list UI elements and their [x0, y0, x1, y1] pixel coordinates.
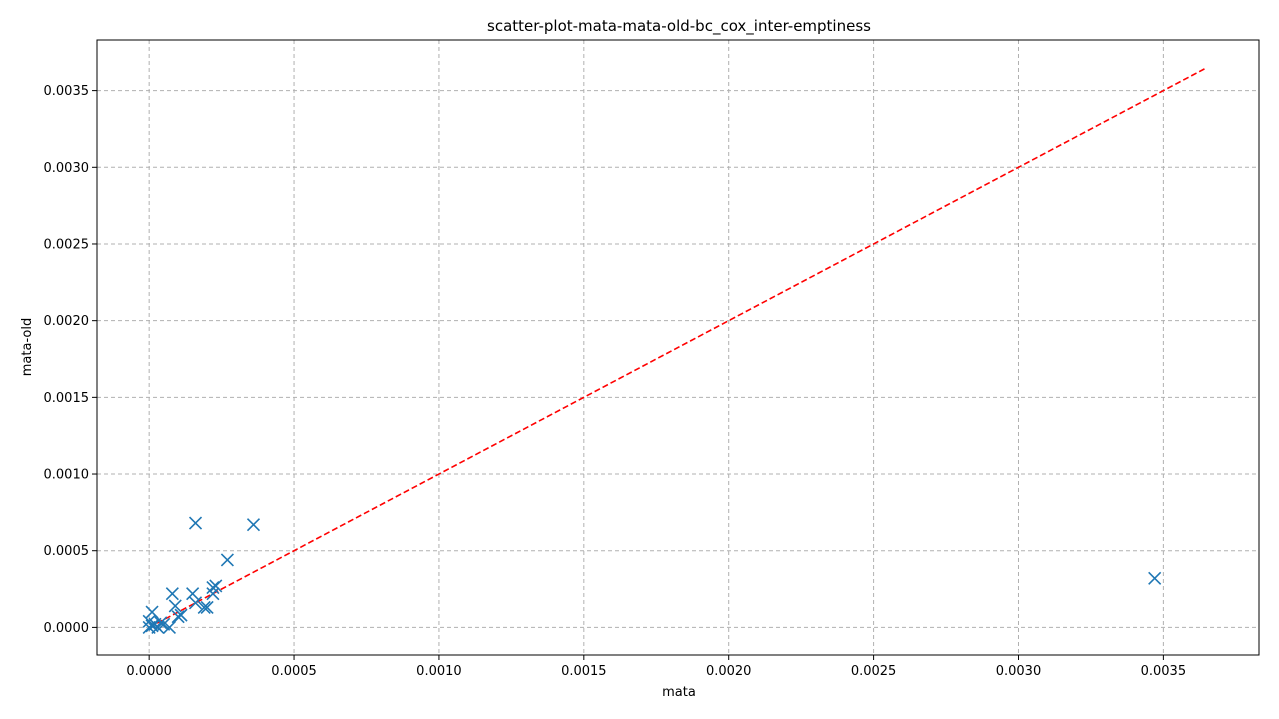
data-point-marker [154, 616, 168, 630]
y-axis-title: mata-old [20, 318, 35, 376]
data-point-marker [209, 579, 223, 593]
data-point-marker [246, 518, 261, 532]
data-point-marker [188, 516, 203, 530]
data-point-marker [168, 599, 182, 613]
data-point-marker [165, 587, 179, 601]
grid [97, 40, 1259, 655]
x-tick-label: 0.0025 [851, 664, 897, 679]
chart-title: scatter-plot-mata-mata-old-bc_cox_inter-… [487, 17, 871, 36]
x-tick-label: 0.0020 [706, 664, 752, 679]
y-tick-label: 0.0010 [44, 468, 90, 483]
x-tick-label: 0.0005 [271, 664, 317, 679]
x-tick-label: 0.0010 [416, 664, 462, 679]
x-tick-label: 0.0000 [126, 664, 172, 679]
x-axis-title: mata [662, 685, 696, 700]
x-tick-label: 0.0030 [996, 664, 1042, 679]
data-point-marker [220, 553, 234, 567]
data-point-marker [197, 600, 211, 615]
data-point-marker [145, 605, 159, 619]
data-point-marker [174, 608, 188, 622]
y-tick-label: 0.0025 [44, 237, 90, 252]
y-tick-label: 0.0030 [44, 161, 90, 176]
y-axis-ticks: 0.0000 0.0005 0.0010 0.0015 0.0020 0.0025 0.00… [44, 84, 97, 636]
data-point-marker [206, 587, 220, 601]
data-point-marker [186, 587, 200, 601]
reference-line [148, 66, 1208, 629]
data-points [142, 516, 1162, 634]
data-point-marker [171, 610, 185, 624]
y-tick-label: 0.0015 [44, 391, 90, 406]
data-point-marker [162, 620, 177, 634]
y-tick-label: 0.0005 [44, 544, 90, 559]
data-point-marker [1148, 571, 1162, 585]
y-tick-label: 0.0020 [44, 314, 90, 329]
data-point-marker [206, 580, 220, 595]
y-tick-label: 0.0035 [44, 84, 90, 99]
y-tick-label: 0.0000 [44, 621, 90, 636]
x-tick-label: 0.0015 [561, 664, 607, 679]
x-axis-ticks: 0.0000 0.0005 0.0010 0.0015 0.0020 0.0025 0.00… [126, 655, 1186, 679]
plot-area-frame [96, 39, 1260, 656]
data-point-marker [188, 596, 203, 610]
x-tick-label: 0.0035 [1141, 664, 1187, 679]
reference-line-layer [148, 66, 1208, 629]
data-point-marker [200, 600, 214, 615]
